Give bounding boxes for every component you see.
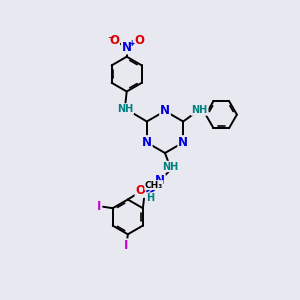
Text: I: I [97, 200, 101, 213]
Text: CH₃: CH₃ [145, 181, 163, 190]
Text: N: N [160, 104, 170, 118]
Text: N: N [155, 174, 165, 188]
Text: O: O [109, 34, 119, 47]
Text: −: − [107, 33, 114, 42]
Text: N: N [178, 136, 188, 149]
Text: O: O [134, 34, 144, 47]
Text: O: O [135, 184, 146, 197]
Text: NH: NH [117, 104, 133, 114]
Text: NH: NH [192, 105, 208, 115]
Text: +: + [128, 39, 134, 48]
Text: NH: NH [162, 161, 178, 172]
Text: I: I [124, 239, 128, 252]
Text: N: N [122, 40, 132, 54]
Text: N: N [142, 136, 152, 149]
Text: H: H [146, 193, 154, 203]
